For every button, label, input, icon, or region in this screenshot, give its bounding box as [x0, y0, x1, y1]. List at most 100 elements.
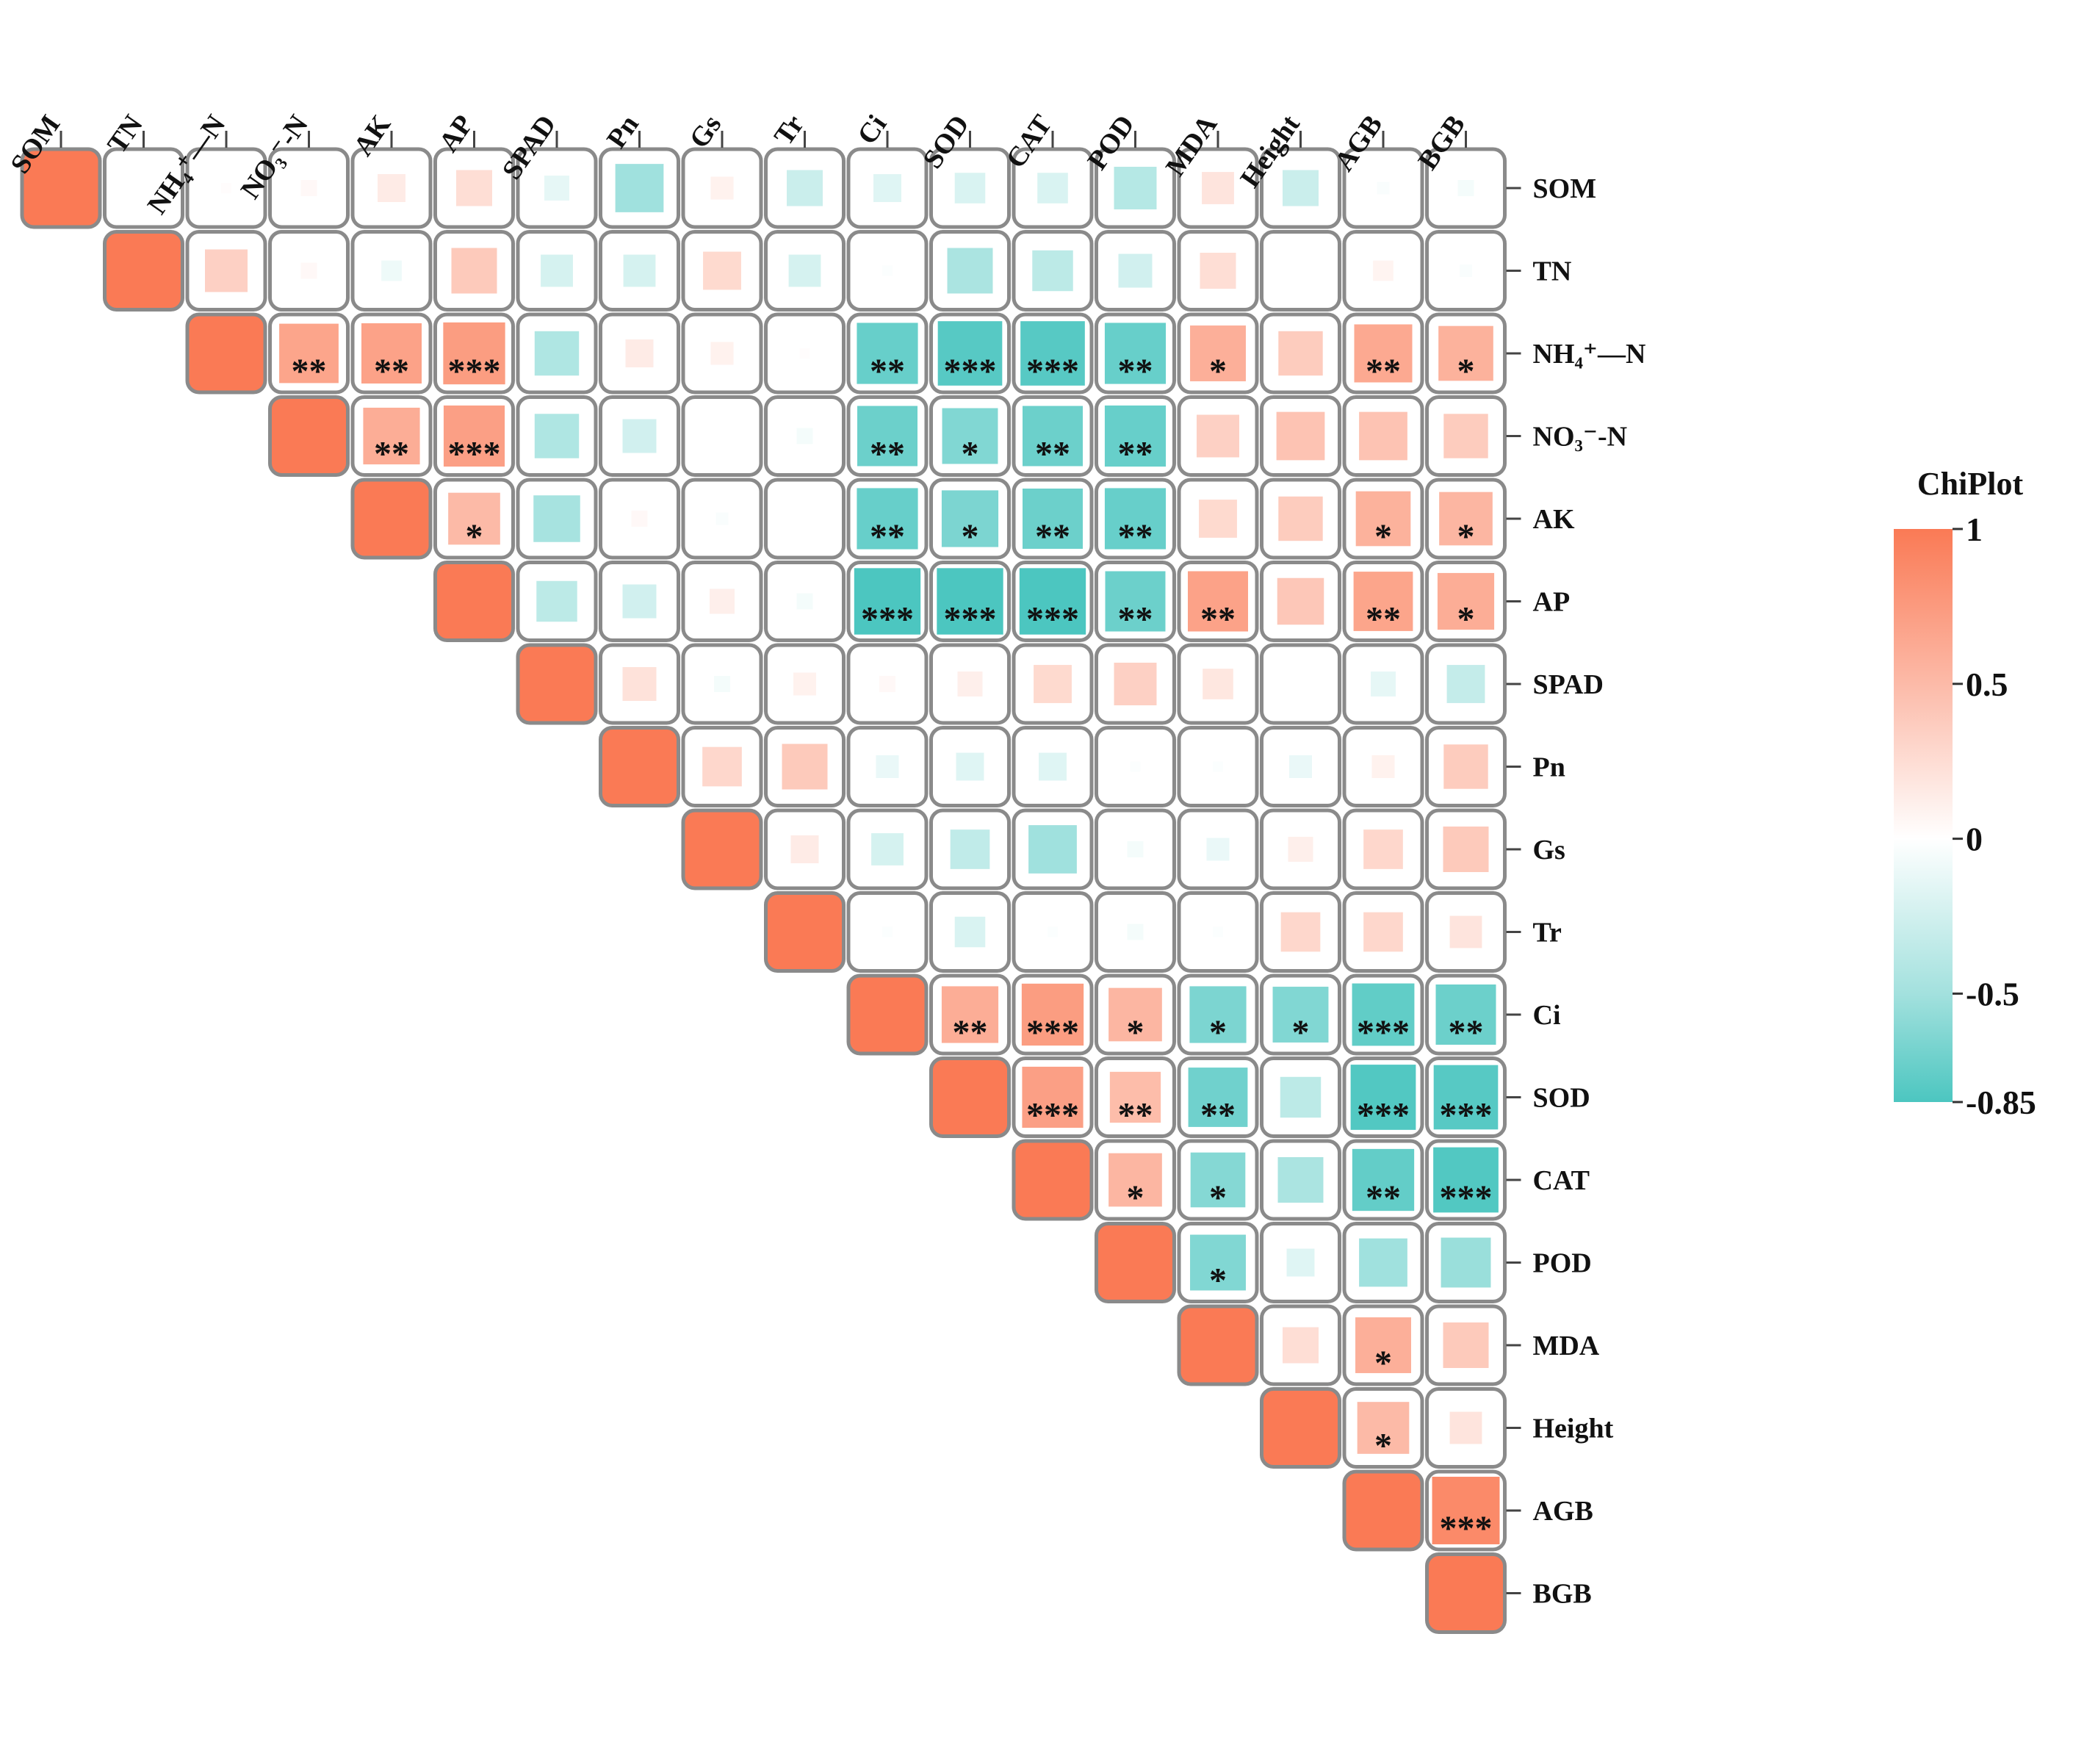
- correlation-square: [1277, 577, 1324, 625]
- heatmap-cell: [1260, 230, 1341, 312]
- heatmap-cell: *: [929, 395, 1011, 477]
- heatmap-cell: [1177, 643, 1259, 725]
- significance-label: *: [1374, 1344, 1392, 1383]
- diagonal-cell: [1177, 1304, 1259, 1386]
- correlation-square: [1048, 926, 1058, 937]
- diagonal-cell: [599, 726, 680, 807]
- correlation-square: [873, 174, 901, 202]
- significance-label: ***: [944, 352, 997, 391]
- heatmap-cell: [1177, 478, 1259, 560]
- heatmap-cell: [1425, 1304, 1507, 1386]
- correlation-square: [544, 176, 569, 201]
- heatmap-cell: [1260, 726, 1341, 807]
- correlation-square: [1350, 1065, 1416, 1130]
- heatmap-cell: **: [350, 395, 433, 477]
- heatmap-cell: [516, 643, 598, 725]
- heatmap-cell: ***: [433, 395, 515, 477]
- heatmap-cell: [1425, 230, 1507, 312]
- correlation-square: [1449, 915, 1482, 948]
- correlation-square: [1449, 1411, 1482, 1444]
- legend-tick-label: -0.85: [1966, 1084, 2036, 1121]
- heatmap-cell: [1342, 643, 1424, 725]
- correlation-square: [1021, 983, 1084, 1046]
- heatmap-cell: *: [1177, 312, 1259, 395]
- column-label: Gs: [684, 109, 728, 154]
- heatmap-cell: [764, 147, 846, 229]
- correlation-square: [1299, 269, 1302, 273]
- heatmap-cell: [681, 643, 763, 725]
- correlation-square: [300, 180, 317, 196]
- correlation-square: [937, 321, 1003, 386]
- legend-tick-label: -0.5: [1966, 975, 2019, 1012]
- heatmap-cell: [1425, 808, 1507, 890]
- heatmap-cell: ***: [433, 312, 515, 395]
- heatmap-cell: [681, 395, 763, 477]
- heatmap-cell: [929, 808, 1011, 890]
- correlation-square: [1432, 1477, 1500, 1544]
- correlation-square: [1200, 253, 1236, 289]
- correlation-square: [1278, 331, 1323, 376]
- heatmap-cell: [1342, 1222, 1424, 1303]
- correlation-square: [1289, 755, 1312, 778]
- correlation-square: [1439, 492, 1493, 546]
- heatmap-cell: [846, 230, 929, 312]
- heatmap-cell: [1425, 147, 1507, 229]
- heatmap-cell: [599, 478, 680, 560]
- heatmap-cell: [1095, 230, 1176, 312]
- heatmap-cell: ***: [1425, 1139, 1507, 1221]
- heatmap-cell: *: [1342, 478, 1424, 560]
- row-label: NO₃⁻-N: [1533, 422, 1628, 453]
- row-label: NH₄⁺—N: [1533, 339, 1646, 370]
- significance-label: *: [1292, 1013, 1310, 1052]
- heatmap-cell: [516, 147, 598, 229]
- significance-label: **: [1035, 435, 1070, 474]
- heatmap-cell: *: [1342, 1387, 1424, 1469]
- significance-label: ***: [1026, 352, 1079, 391]
- correlation-square: [941, 490, 999, 547]
- heatmap-cell: [846, 973, 929, 1056]
- heatmap-cell: [268, 230, 350, 312]
- diagonal-cell: [929, 1056, 1011, 1138]
- significance-label: ***: [448, 435, 501, 474]
- significance-label: *: [1209, 1178, 1227, 1217]
- heatmap-cell: [681, 808, 763, 890]
- correlation-square: [1354, 324, 1413, 383]
- correlation-square: [615, 164, 664, 212]
- heatmap-cell: [1342, 726, 1424, 807]
- legend-tick-label: 1: [1966, 511, 1983, 548]
- heatmap-cell: [599, 643, 680, 725]
- correlation-square: [942, 408, 998, 464]
- heatmap-cell: [1342, 147, 1424, 229]
- heatmap-cell: [1012, 891, 1094, 973]
- heatmap-cell: [20, 147, 102, 229]
- significance-label: ***: [861, 600, 914, 639]
- heatmap-cell: [929, 147, 1011, 229]
- row-label: Ci: [1533, 1000, 1561, 1031]
- diagonal-cell: [103, 230, 184, 312]
- heatmap-cell: *: [1425, 561, 1507, 642]
- heatmap-cell: [350, 230, 433, 312]
- correlation-square: [882, 926, 893, 937]
- heatmap-cell: *: [433, 478, 515, 560]
- heatmap-cell: *: [1260, 973, 1341, 1056]
- heatmap-cell: [103, 230, 184, 312]
- heatmap-cell: *: [1177, 1139, 1259, 1221]
- heatmap-cell: ***: [1342, 1056, 1424, 1138]
- heatmap-cell: [185, 147, 267, 229]
- significance-label: ***: [1026, 1096, 1079, 1135]
- heatmap-cell: [929, 726, 1011, 807]
- correlation-square: [1202, 172, 1234, 204]
- correlation-square: [1277, 1157, 1324, 1203]
- correlation-square: [1352, 983, 1415, 1046]
- correlation-square: [1127, 841, 1144, 857]
- heatmap-cell: **: [268, 312, 350, 395]
- correlation-square: [857, 406, 917, 467]
- correlation-square: [1127, 924, 1144, 940]
- heatmap-cell: **: [1342, 1139, 1424, 1221]
- significance-label: **: [1118, 1096, 1153, 1135]
- heatmap-cell: [1177, 230, 1259, 312]
- row-label: MDA: [1533, 1331, 1600, 1361]
- heatmap-cell: [516, 478, 598, 560]
- correlation-square: [625, 339, 654, 367]
- heatmap-cell: **: [1095, 395, 1176, 477]
